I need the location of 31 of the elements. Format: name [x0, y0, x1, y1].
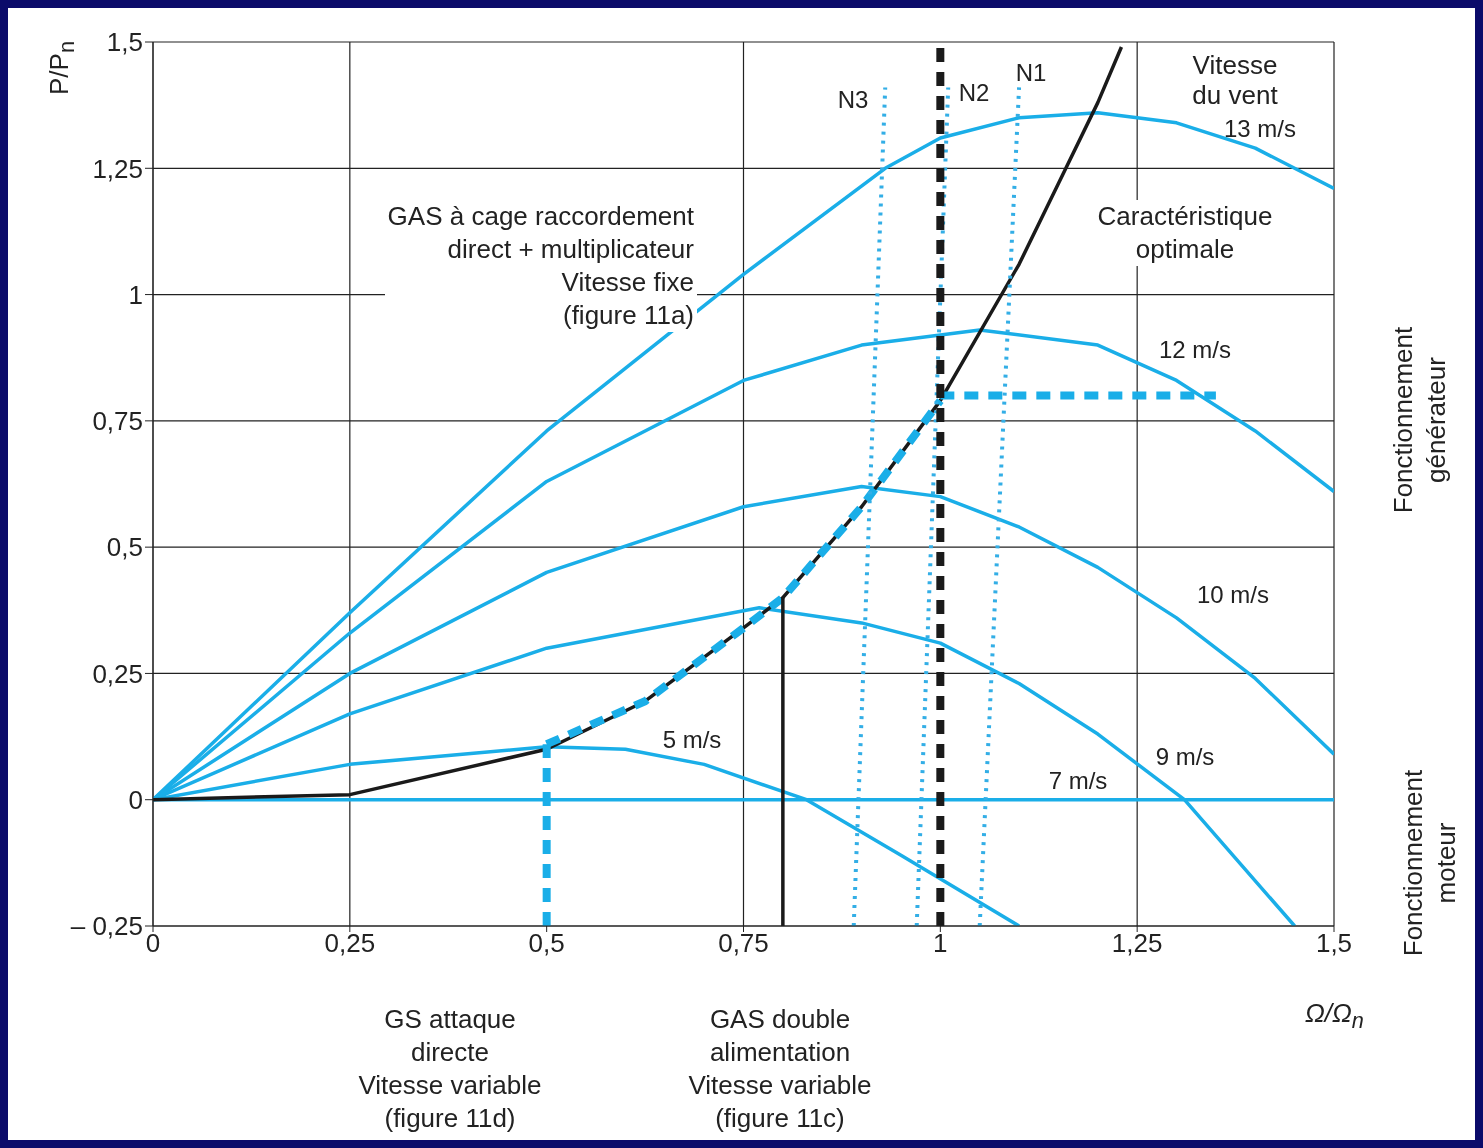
annotation: N1 — [1014, 59, 1048, 86]
annotation: 13 m/s — [1223, 115, 1297, 142]
text: GS attaque directe Vitesse variable (figure 11d) — [355, 1003, 545, 1135]
annotation: N2 — [957, 79, 991, 106]
annotation: 7 m/s — [1047, 767, 1109, 794]
y-tick-label: 1,25 — [92, 153, 143, 184]
annotation: GAS à cage raccordement direct + multiplicateur Vitesse fixe (figure 11a) — [384, 200, 697, 332]
x-axis-title: Ω/Ω$_{n}$ — [1305, 998, 1364, 1035]
x-tick-label: 1,25 — [1111, 928, 1163, 959]
annotation: 5 m/s — [661, 726, 723, 753]
text: GAS double alimentation Vitesse variable (figure 11c) — [685, 1003, 875, 1135]
y-tick-label: – 0,25 — [70, 911, 143, 942]
annotation: 9 m/s — [1154, 743, 1216, 770]
text: Fonctionnement générateur — [1387, 323, 1453, 517]
annotation: Caractéristique optimale — [1094, 200, 1276, 266]
x-tick-label: 0,75 — [718, 928, 769, 959]
y-tick-label: 1 — [128, 279, 143, 310]
y-tick-label: 0,5 — [106, 532, 143, 563]
y-tick-label: 0,25 — [92, 658, 143, 689]
x-tick-label: 0,5 — [528, 928, 565, 959]
x-tick-label: 1 — [933, 928, 948, 959]
x-tick-label: 0,25 — [324, 928, 376, 959]
y-tick-label: 1,5 — [106, 27, 143, 58]
annotation: 12 m/s — [1158, 336, 1232, 363]
y-tick-label: 0,75 — [92, 406, 143, 437]
annotation: 10 m/s — [1196, 581, 1270, 608]
annotation: N3 — [836, 86, 870, 113]
annotation: Vitesse du vent — [1191, 50, 1279, 110]
x-tick-label: 1,5 — [1315, 928, 1353, 959]
text: Fonctionnement moteur — [1397, 766, 1463, 960]
y-tick-label: 0 — [128, 784, 143, 815]
